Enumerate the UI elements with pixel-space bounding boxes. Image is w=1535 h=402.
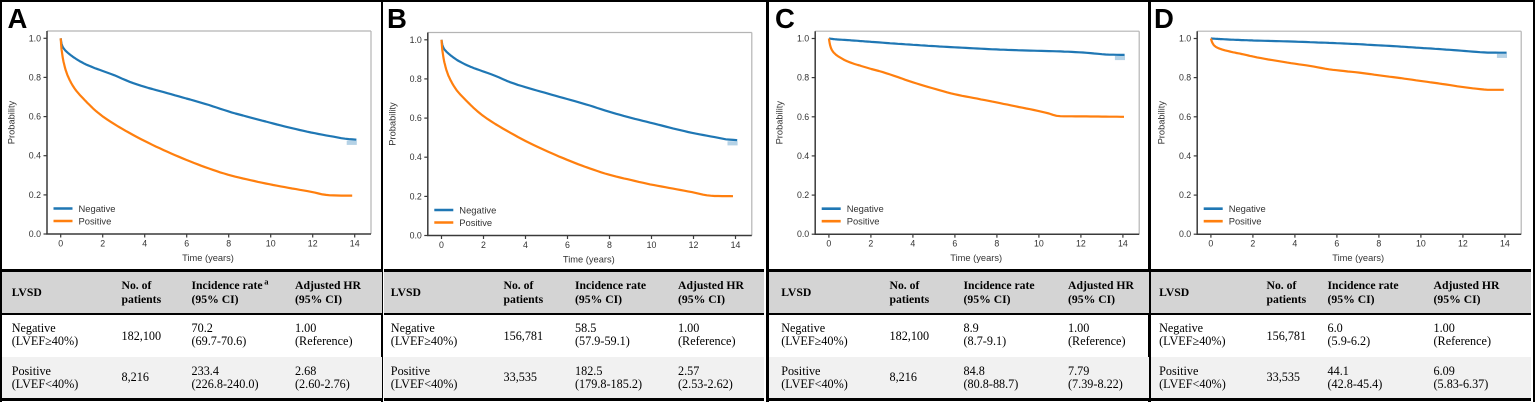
svg-text:Positive: Positive — [1229, 216, 1262, 227]
svg-text:4: 4 — [1292, 239, 1297, 249]
svg-text:6: 6 — [184, 238, 189, 248]
svg-text:14: 14 — [1500, 239, 1510, 249]
svg-text:0.6: 0.6 — [1179, 112, 1191, 122]
svg-text:6: 6 — [952, 239, 957, 249]
svg-text:0.2: 0.2 — [28, 190, 40, 200]
svg-text:Positive: Positive — [847, 216, 880, 227]
svg-text:0.4: 0.4 — [797, 151, 809, 161]
svg-text:0.0: 0.0 — [409, 231, 421, 241]
svg-text:10: 10 — [265, 238, 275, 248]
svg-text:8: 8 — [994, 239, 999, 249]
svg-text:Time (years): Time (years) — [562, 255, 614, 265]
svg-text:14: 14 — [349, 238, 359, 248]
svg-text:4: 4 — [523, 240, 528, 250]
svg-text:0.0: 0.0 — [1179, 229, 1191, 239]
svg-text:0.0: 0.0 — [28, 229, 40, 239]
svg-text:Negative: Negative — [1229, 203, 1266, 214]
svg-text:Probability: Probability — [1157, 101, 1167, 145]
svg-text:0: 0 — [1208, 239, 1213, 249]
svg-text:Negative: Negative — [459, 204, 496, 215]
svg-text:14: 14 — [1118, 239, 1128, 249]
svg-text:0.4: 0.4 — [1179, 151, 1191, 161]
svg-text:Probability: Probability — [387, 102, 397, 146]
svg-text:14: 14 — [730, 240, 740, 250]
svg-text:1.0: 1.0 — [797, 34, 809, 44]
svg-text:12: 12 — [1076, 239, 1086, 249]
svg-text:1.0: 1.0 — [409, 35, 421, 45]
svg-text:0.2: 0.2 — [409, 191, 421, 201]
svg-text:Negative: Negative — [78, 203, 115, 214]
svg-text:12: 12 — [307, 238, 317, 248]
svg-text:0.8: 0.8 — [409, 74, 421, 84]
svg-text:10: 10 — [1416, 239, 1426, 249]
svg-text:0.2: 0.2 — [1179, 190, 1191, 200]
svg-text:C: C — [775, 3, 795, 34]
svg-text:6: 6 — [565, 240, 570, 250]
svg-text:0.6: 0.6 — [28, 112, 40, 122]
svg-text:Probability: Probability — [775, 101, 785, 145]
svg-text:8: 8 — [226, 238, 231, 248]
svg-text:4: 4 — [142, 238, 147, 248]
svg-text:0.2: 0.2 — [797, 190, 809, 200]
svg-text:0.8: 0.8 — [28, 72, 40, 82]
svg-text:12: 12 — [1458, 239, 1468, 249]
svg-text:0.6: 0.6 — [797, 112, 809, 122]
svg-text:10: 10 — [1034, 239, 1044, 249]
svg-text:0.8: 0.8 — [797, 73, 809, 83]
svg-text:0.6: 0.6 — [409, 113, 421, 123]
svg-text:4: 4 — [910, 239, 915, 249]
svg-text:Positive: Positive — [78, 215, 111, 226]
svg-text:0.8: 0.8 — [1179, 73, 1191, 83]
svg-text:0.0: 0.0 — [797, 229, 809, 239]
svg-text:2: 2 — [1250, 239, 1255, 249]
svg-text:0: 0 — [826, 239, 831, 249]
svg-text:2: 2 — [481, 240, 486, 250]
svg-text:Time (years): Time (years) — [182, 253, 234, 263]
svg-text:B: B — [387, 3, 407, 34]
svg-text:1.0: 1.0 — [1179, 34, 1191, 44]
svg-text:Positive: Positive — [459, 217, 492, 228]
svg-text:2: 2 — [100, 238, 105, 248]
svg-text:Time (years): Time (years) — [950, 253, 1002, 263]
svg-text:0: 0 — [439, 240, 444, 250]
svg-text:0.4: 0.4 — [28, 151, 40, 161]
svg-text:12: 12 — [688, 240, 698, 250]
svg-text:0: 0 — [58, 238, 63, 248]
svg-text:1.0: 1.0 — [28, 33, 40, 43]
svg-text:8: 8 — [1376, 239, 1381, 249]
svg-text:Negative: Negative — [847, 203, 884, 214]
svg-text:2: 2 — [868, 239, 873, 249]
svg-text:10: 10 — [646, 240, 656, 250]
svg-text:6: 6 — [1334, 239, 1339, 249]
svg-text:D: D — [1154, 3, 1174, 34]
svg-text:0.4: 0.4 — [409, 152, 421, 162]
svg-text:8: 8 — [607, 240, 612, 250]
svg-text:Probability: Probability — [6, 100, 16, 144]
svg-text:A: A — [7, 3, 27, 34]
svg-text:Time (years): Time (years) — [1332, 253, 1384, 263]
